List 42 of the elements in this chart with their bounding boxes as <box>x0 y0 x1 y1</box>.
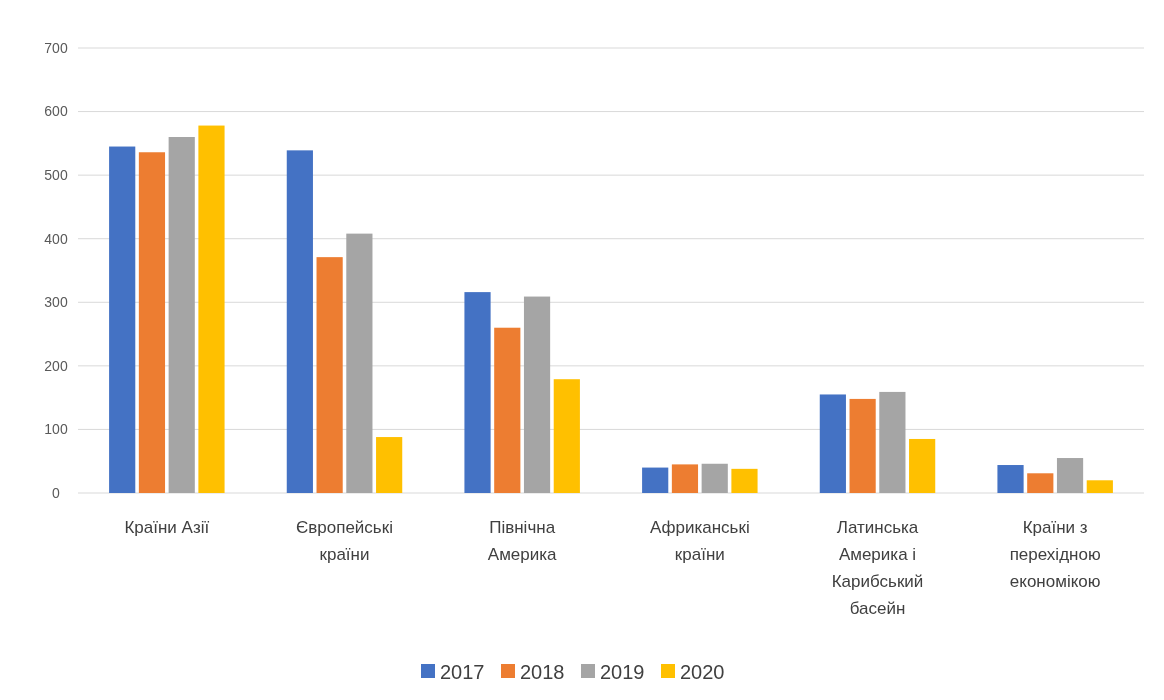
y-tick-label: 0 <box>52 484 61 501</box>
bar <box>671 464 699 493</box>
bar <box>376 437 403 493</box>
bar <box>553 379 580 493</box>
y-tick-label: 700 <box>44 39 68 56</box>
y-tick-label: 300 <box>44 294 68 311</box>
x-tick-label: Північна Америка <box>487 518 558 564</box>
bar <box>879 391 906 493</box>
x-tick-label: Країни Азії <box>124 518 210 537</box>
bar <box>819 394 846 493</box>
bar <box>109 146 136 493</box>
y-tick-label: 200 <box>44 357 68 374</box>
y-tick-label: 600 <box>44 103 68 120</box>
bar <box>731 468 758 493</box>
bar <box>286 150 313 493</box>
bar <box>316 257 343 493</box>
bar <box>701 463 728 493</box>
y-tick-label: 500 <box>44 167 68 184</box>
bar <box>198 125 225 493</box>
x-tick-label: Африканські країни <box>649 518 750 564</box>
bar <box>1056 458 1084 493</box>
bar <box>1027 473 1054 493</box>
bar <box>494 327 521 493</box>
bar <box>1086 480 1113 493</box>
bar <box>168 137 195 493</box>
legend-label: 2018 <box>520 661 565 683</box>
legend-label: 2017 <box>440 661 485 683</box>
bar <box>849 398 876 493</box>
x-tick-label: Європейські країни <box>296 518 393 564</box>
bar <box>642 467 669 493</box>
y-tick-label: 100 <box>44 421 68 438</box>
bar <box>346 233 373 493</box>
y-tick-label: 400 <box>44 230 68 247</box>
bar <box>997 465 1024 493</box>
legend-label: 2019 <box>600 661 645 683</box>
bar <box>138 152 166 493</box>
x-tick-label: Країни з перехідною економікою <box>1009 518 1101 591</box>
bar <box>909 438 936 493</box>
bar <box>523 296 551 493</box>
bar <box>464 292 491 493</box>
legend-label: 2020 <box>680 661 725 683</box>
x-tick-label: Латинська Америка і Карибський басейн <box>831 518 924 618</box>
